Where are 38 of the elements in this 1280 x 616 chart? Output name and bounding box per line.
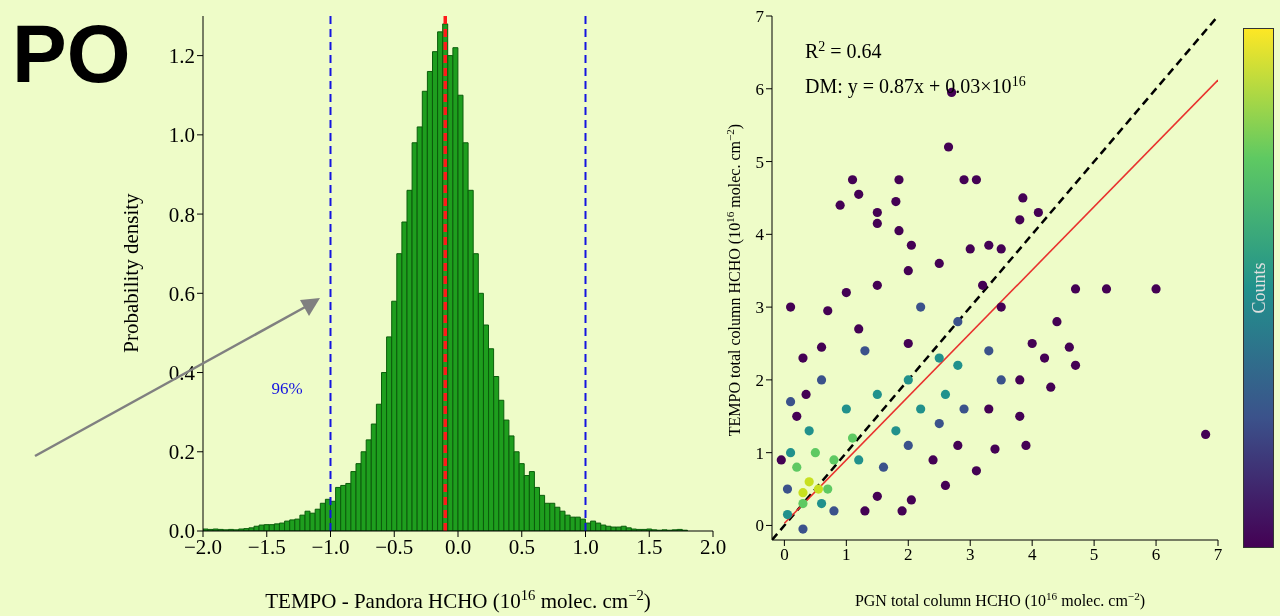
annotation: R$^{2}$ = 0.64 — [805, 38, 882, 62]
y-tick-label: 0.8 — [168, 202, 195, 227]
x-tick-label: 2 — [904, 545, 913, 565]
x-tick-label: 0.0 — [444, 534, 472, 559]
x-tick-label: 4 — [1027, 545, 1037, 565]
x-tick-label: 6 — [1151, 545, 1161, 565]
x-tick-label: 7 — [1213, 545, 1223, 565]
text: PO — [12, 8, 131, 99]
y-tick-label: 0 — [755, 516, 764, 536]
x-tick-label: −1.5 — [247, 534, 286, 559]
y-tick-label: 0.6 — [168, 281, 195, 306]
annotation: 96% — [271, 379, 303, 398]
y-tick-label: 4 — [755, 225, 765, 245]
color-bar-title: Counts — [1249, 262, 1269, 314]
x-axis-title: PGN total column HCHO (10$^{16}$ molec. cm$^{−2}$) — [854, 590, 1146, 610]
annotation: DM: y = 0.87x + 0.03×10$^{16}$ — [805, 73, 1026, 98]
x-axis-title: TEMPO - Pandora HCHO (10$^{16}$ molec. cm$^{−2}$) — [265, 587, 651, 613]
x-tick-label: 0.5 — [508, 534, 535, 559]
x-tick-label: 3 — [965, 545, 975, 565]
y-tick-label: 2 — [755, 370, 764, 390]
y-tick-label: 1.2 — [168, 44, 195, 69]
y-tick-label: 7 — [755, 7, 765, 27]
y-tick-label: 6 — [755, 79, 764, 99]
y-tick-label: 1.0 — [168, 123, 195, 148]
x-tick-label: −1.0 — [311, 534, 350, 559]
x-tick-label: 2.0 — [699, 534, 727, 559]
x-tick-label: −0.5 — [375, 534, 414, 559]
x-tick-label: 1.5 — [636, 534, 663, 559]
x-tick-label: 0 — [780, 545, 789, 565]
x-tick-label: 1 — [842, 545, 851, 565]
y-axis-title: Probability density — [119, 192, 143, 353]
y-tick-label: 1 — [755, 443, 764, 463]
colorbar: Counts — [1243, 28, 1274, 548]
y-tick-label: 5 — [755, 152, 764, 172]
y-tick-label: 3 — [755, 298, 764, 318]
x-tick-label: 5 — [1089, 545, 1099, 565]
x-tick-label: 1.0 — [572, 534, 599, 559]
y-tick-label: 0.2 — [168, 440, 195, 465]
